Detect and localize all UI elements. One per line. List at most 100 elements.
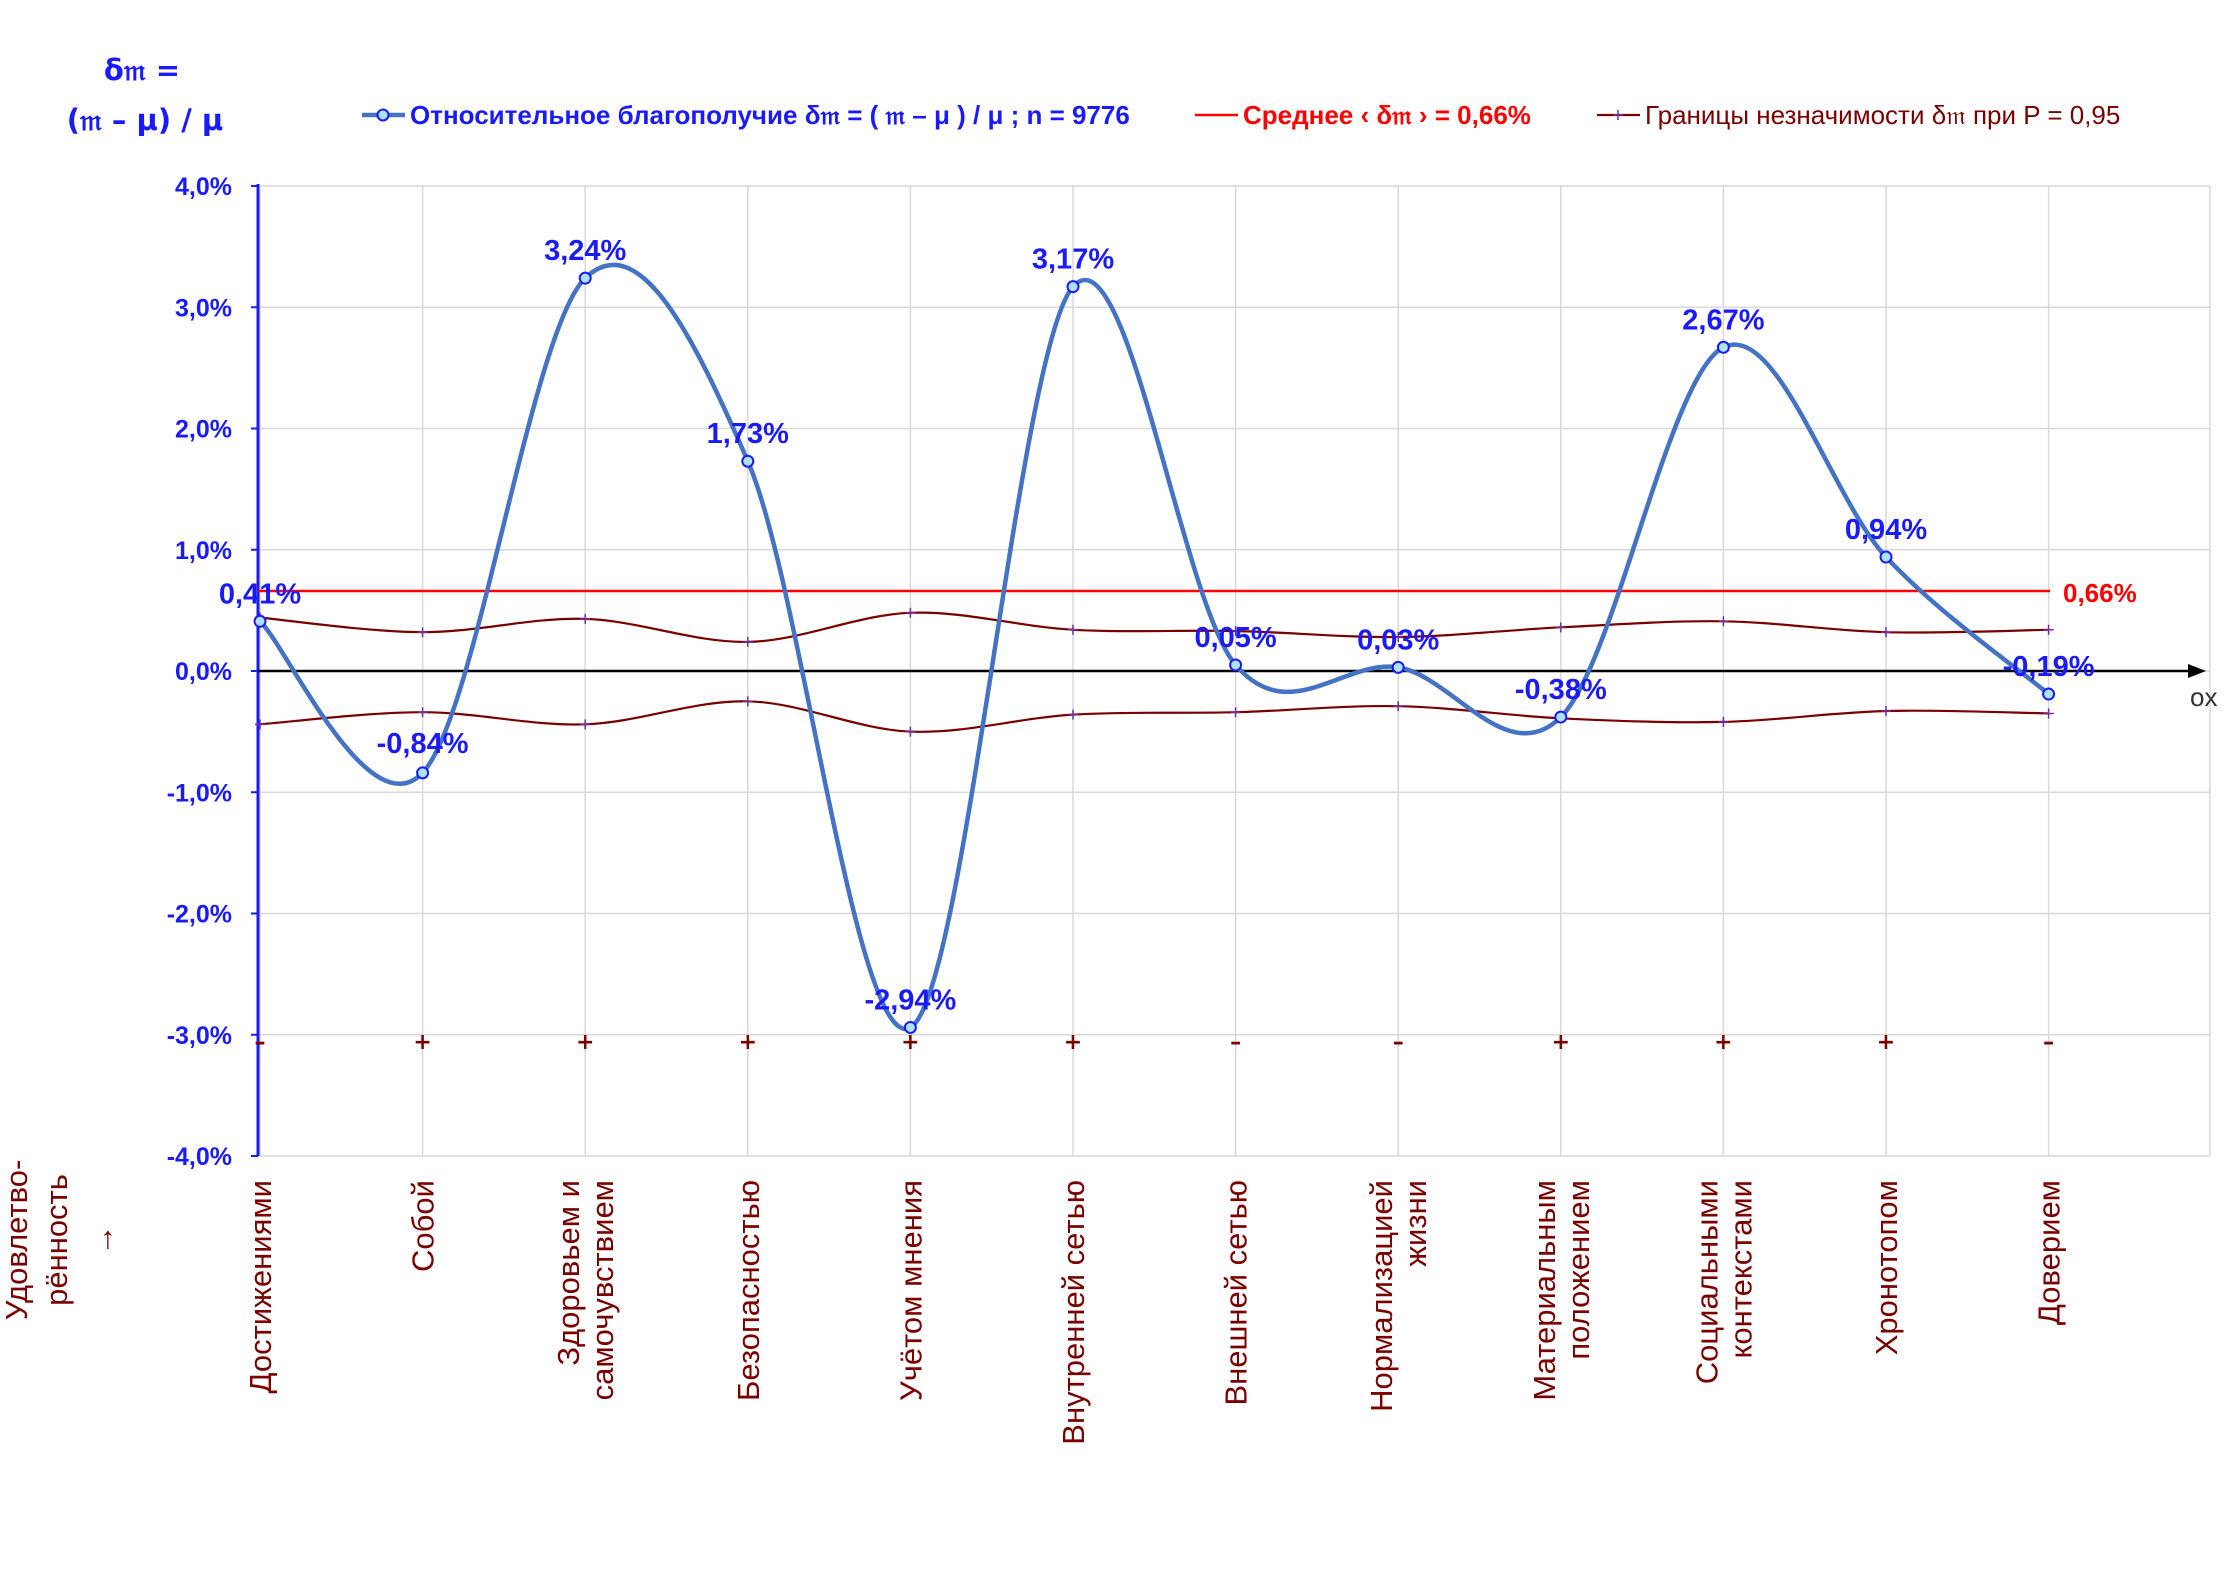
- bound-marker: [580, 613, 591, 624]
- x-side-label-line: Удовлетво-: [0, 1160, 34, 1321]
- significance-mark: +: [739, 1030, 757, 1055]
- data-label: -0,84%: [377, 728, 469, 760]
- category-label: Социальнымиконтекстами: [1689, 1180, 1758, 1384]
- y-tick-label: 3,0%: [175, 294, 232, 322]
- bound-marker: [417, 627, 428, 638]
- significance-mark: +: [1877, 1030, 1895, 1055]
- category-label-line: Хронотопом: [1869, 1180, 1904, 1355]
- bound-marker: [1230, 707, 1241, 718]
- x-side-label-line: →: [85, 1225, 120, 1256]
- category-label: Собой: [406, 1180, 441, 1272]
- category-label-line: Собой: [406, 1180, 441, 1272]
- bound-marker: [1881, 706, 1891, 717]
- legend-label-mean: Среднее ‹ δ𝔪 › = 0,66%: [1243, 100, 1531, 130]
- significance-mark: +: [576, 1030, 594, 1055]
- bound-marker: [1230, 625, 1241, 636]
- data-label: -0,38%: [1515, 674, 1607, 706]
- data-label: 1,73%: [707, 418, 789, 450]
- data-labels: 0,41% -0,84% 3,24% 1,73% -2,94% 3,17% 0,05% 0,0…: [219, 235, 2095, 1016]
- data-label: -2,94%: [864, 984, 956, 1016]
- category-label-line: Безопасностью: [731, 1180, 766, 1401]
- legend-label-bounds: Границы незначимости δ𝔪 при P = 0,95: [1645, 100, 2120, 130]
- y-axis-title: (𝔪 – μ) / μ: [67, 103, 223, 137]
- data-point: [1716, 340, 1730, 354]
- bound-marker: [1881, 627, 1891, 638]
- y-tick-label: -2,0%: [167, 901, 232, 929]
- bound-marker: [580, 719, 591, 730]
- data-label: 3,24%: [544, 235, 626, 267]
- significance-mark: –: [1230, 1030, 1241, 1055]
- category-label: Безопасностью: [731, 1180, 766, 1401]
- category-label: Материальнымположением: [1527, 1180, 1596, 1401]
- data-point: [416, 766, 430, 780]
- bound-marker: [1068, 709, 1078, 720]
- significance-mark: –: [2043, 1030, 2054, 1055]
- y-tick-label: -4,0%: [167, 1143, 232, 1171]
- category-label-line: Внутренней сетью: [1056, 1180, 1091, 1445]
- x-side-label-line: рённость: [39, 1174, 74, 1306]
- category-labels: Достижениями Собой Здоровьем исамочувствие…: [243, 1180, 2067, 1445]
- y-tick-label: 2,0%: [175, 416, 232, 444]
- data-label: 0,41%: [219, 578, 301, 610]
- bound-marker: [1555, 622, 1566, 633]
- significance-marks: – + + + + + – – + + + –: [255, 1030, 2055, 1055]
- data-point: [1229, 658, 1243, 672]
- data-label: 2,67%: [1682, 304, 1764, 336]
- category-label-line: контекстами: [1723, 1180, 1758, 1359]
- bound-marker: [255, 719, 265, 730]
- category-label: Доверием: [2032, 1180, 2067, 1325]
- category-label-line: положением: [1561, 1180, 1596, 1360]
- data-point: [1879, 550, 1893, 564]
- legend: Относительное благополучие δ𝔪 = ( 𝔪 – μ …: [362, 100, 2120, 130]
- mean-line-group: 0,66%: [258, 578, 2137, 608]
- category-label-line: Здоровьем и: [551, 1180, 586, 1366]
- bound-marker: [1718, 616, 1729, 627]
- significance-mark: +: [413, 1030, 431, 1055]
- category-label-line: Доверием: [2032, 1180, 2067, 1325]
- bound-marker: [2043, 708, 2054, 719]
- bound-marker: [742, 636, 753, 647]
- data-label: 3,17%: [1032, 244, 1114, 276]
- significance-mark: +: [1714, 1030, 1732, 1055]
- main-series: [253, 262, 2056, 1034]
- data-point: [903, 1020, 917, 1034]
- bound-marker: [905, 607, 916, 618]
- bound-marker: [742, 696, 753, 707]
- data-point: [1391, 660, 1405, 674]
- significance-mark: +: [901, 1030, 919, 1055]
- significance-bounds: [255, 607, 2054, 737]
- significance-mark: +: [1552, 1030, 1570, 1055]
- legend-marker-bounds: [1613, 110, 1623, 120]
- y-tick-label: 0,0%: [175, 658, 232, 686]
- significance-mark: –: [255, 1030, 266, 1055]
- category-label-line: Внешней сетью: [1219, 1180, 1254, 1406]
- category-label: Хронотопом: [1869, 1180, 1904, 1355]
- axes: ox: [251, 184, 2217, 1157]
- x-axis-arrow-icon: [2188, 664, 2206, 678]
- category-label: Достижениями: [243, 1180, 278, 1393]
- legend-label-main: Относительное благополучие δ𝔪 = ( 𝔪 – μ …: [410, 100, 1130, 130]
- data-label: -0,19%: [2003, 651, 2095, 683]
- y-tick-label: -1,0%: [167, 779, 232, 807]
- data-label: 0,03%: [1357, 624, 1439, 656]
- y-tick-labels: 4,0% 3,0% 2,0% 1,0% 0,0% -1,0% -2,0% -3,0% -4,0%: [167, 173, 232, 1171]
- category-label-line: Достижениями: [243, 1180, 278, 1393]
- lower-bound-line: [259, 700, 2049, 733]
- y-tick-label: -3,0%: [167, 1022, 232, 1050]
- category-label: Учётом мнения: [893, 1180, 928, 1401]
- y-tick-label: 4,0%: [175, 173, 232, 201]
- category-label: Нормализациейжизни: [1364, 1180, 1433, 1412]
- data-point: [1066, 280, 1080, 294]
- y-tick-label: 1,0%: [175, 537, 232, 565]
- bound-marker: [1068, 624, 1078, 635]
- category-label-line: Материальным: [1527, 1180, 1562, 1401]
- significance-mark: –: [1393, 1030, 1404, 1055]
- category-label-line: жизни: [1398, 1180, 1433, 1267]
- legend-marker-main: [376, 108, 390, 122]
- data-point: [578, 271, 592, 285]
- bound-marker: [1718, 716, 1729, 727]
- category-label: Здоровьем исамочувствием: [551, 1180, 620, 1400]
- data-point: [741, 454, 755, 468]
- data-label: 0,05%: [1194, 622, 1276, 654]
